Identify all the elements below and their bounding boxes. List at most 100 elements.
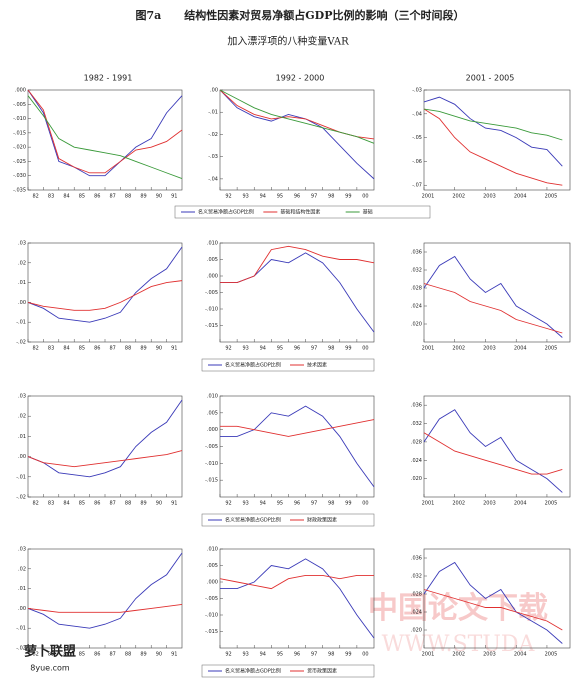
- series-line: [423, 409, 563, 493]
- x-tick-label: 86: [94, 194, 100, 200]
- x-tick-label: 2001: [422, 501, 435, 507]
- series-line: [423, 589, 563, 631]
- x-tick-label: 95: [277, 501, 283, 507]
- plot-frame: [27, 548, 183, 649]
- y-tick-label: .024: [411, 610, 422, 616]
- x-tick-label: 85: [79, 501, 85, 507]
- x-tick-label: 87: [110, 194, 116, 200]
- x-tick-label: 00: [362, 194, 368, 200]
- y-tick-label: -.020: [13, 145, 26, 151]
- y-tick-label: .010: [207, 547, 218, 553]
- x-tick-label: 2005: [545, 501, 558, 507]
- y-tick-label: .000: [207, 580, 218, 586]
- plot-frame: [27, 395, 183, 498]
- y-tick-label: .00: [210, 88, 218, 94]
- series-line: [220, 252, 375, 333]
- plot-frame: [27, 242, 183, 343]
- x-tick-label: 92: [225, 652, 231, 658]
- x-tick-label: 93: [242, 194, 248, 200]
- y-tick-label: -.06: [412, 159, 422, 165]
- y-tick-label: .020: [411, 476, 422, 482]
- series-line: [220, 405, 375, 488]
- x-tick-label: 82: [33, 501, 39, 507]
- x-tick-label: 96: [294, 346, 300, 352]
- legend-label: 名义贸易净额占GDP比例: [225, 668, 281, 675]
- y-tick-label: .024: [411, 458, 422, 464]
- x-tick-label: 96: [294, 652, 300, 658]
- x-tick-label: 87: [110, 652, 116, 658]
- y-tick-label: -.015: [205, 629, 218, 635]
- y-tick-label: .000: [15, 88, 26, 94]
- y-tick-label: .028: [411, 439, 422, 445]
- x-tick-label: 89: [140, 501, 146, 507]
- y-tick-label: .005: [207, 410, 218, 416]
- x-tick-label: 98: [328, 194, 334, 200]
- y-tick-label: -.01: [16, 320, 26, 326]
- x-tick-label: 88: [125, 346, 131, 352]
- y-tick-label: .036: [411, 556, 422, 562]
- x-tick-label: 89: [140, 194, 146, 200]
- series-line: [423, 432, 563, 475]
- y-tick-label: .028: [411, 592, 422, 598]
- x-tick-label: 97: [311, 652, 317, 658]
- x-tick-label: 90: [156, 346, 162, 352]
- y-tick-label: -.010: [205, 613, 218, 619]
- y-tick-label: -.015: [13, 130, 26, 136]
- y-tick-label: .000: [207, 274, 218, 280]
- column-header: 2001 - 2005: [466, 74, 515, 83]
- x-tick-label: 2002: [452, 652, 465, 658]
- plot-frame: [423, 89, 571, 191]
- series-line: [27, 95, 183, 179]
- y-tick-label: .02: [18, 566, 26, 572]
- y-tick-label: -.035: [13, 188, 26, 194]
- series-line: [27, 552, 183, 629]
- series-line: [27, 246, 183, 323]
- y-tick-label: .020: [411, 628, 422, 634]
- x-tick-label: 2002: [452, 501, 465, 507]
- x-tick-label: 88: [125, 652, 131, 658]
- x-tick-label: 96: [294, 501, 300, 507]
- x-tick-label: 91: [171, 346, 177, 352]
- figure-title: 图7a 结构性因素对贸易净额占GDP比例的影响（三个时间段）: [136, 8, 465, 22]
- y-tick-label: -.01: [208, 110, 218, 116]
- x-tick-label: 2003: [483, 346, 496, 352]
- y-tick-label: .03: [18, 241, 26, 247]
- x-tick-label: 2003: [483, 652, 496, 658]
- y-tick-label: -.02: [16, 340, 26, 346]
- x-tick-label: 93: [242, 652, 248, 658]
- series-line: [27, 89, 183, 174]
- figure-subtitle: 加入漂浮项的八种变量VAR: [227, 35, 349, 48]
- y-tick-label: -.07: [412, 183, 422, 189]
- legend-label: 名义贸易净额占GDP比例: [225, 517, 281, 524]
- series-line: [219, 574, 374, 590]
- legend-box: [201, 358, 375, 372]
- series-line: [220, 245, 375, 284]
- legend-label: 财政政策因素: [307, 517, 337, 524]
- y-tick-label: .01: [18, 280, 26, 286]
- x-tick-label: 93: [242, 346, 248, 352]
- x-tick-label: 87: [110, 501, 116, 507]
- legend-box: [201, 664, 375, 678]
- x-tick-label: 93: [242, 501, 248, 507]
- x-tick-label: 83: [48, 346, 54, 352]
- plot-frame: [27, 89, 183, 191]
- x-tick-label: 85: [79, 346, 85, 352]
- x-tick-label: 90: [156, 194, 162, 200]
- x-tick-label: 83: [48, 652, 54, 658]
- legend-box: [201, 513, 375, 527]
- x-tick-label: 90: [156, 501, 162, 507]
- series-line: [219, 89, 375, 144]
- x-tick-label: 97: [311, 194, 317, 200]
- y-tick-label: -.015: [205, 323, 218, 329]
- y-tick-label: -.015: [205, 478, 218, 484]
- y-tick-label: -.03: [208, 154, 218, 160]
- y-tick-label: .032: [411, 268, 422, 274]
- y-tick-label: .02: [18, 260, 26, 266]
- watermark: WWW.STUDA: [382, 632, 536, 657]
- series-line: [27, 603, 183, 613]
- plot-frame: [423, 548, 571, 649]
- x-tick-label: 84: [63, 652, 69, 658]
- x-tick-label: 95: [277, 194, 283, 200]
- y-tick-label: -.030: [13, 173, 26, 179]
